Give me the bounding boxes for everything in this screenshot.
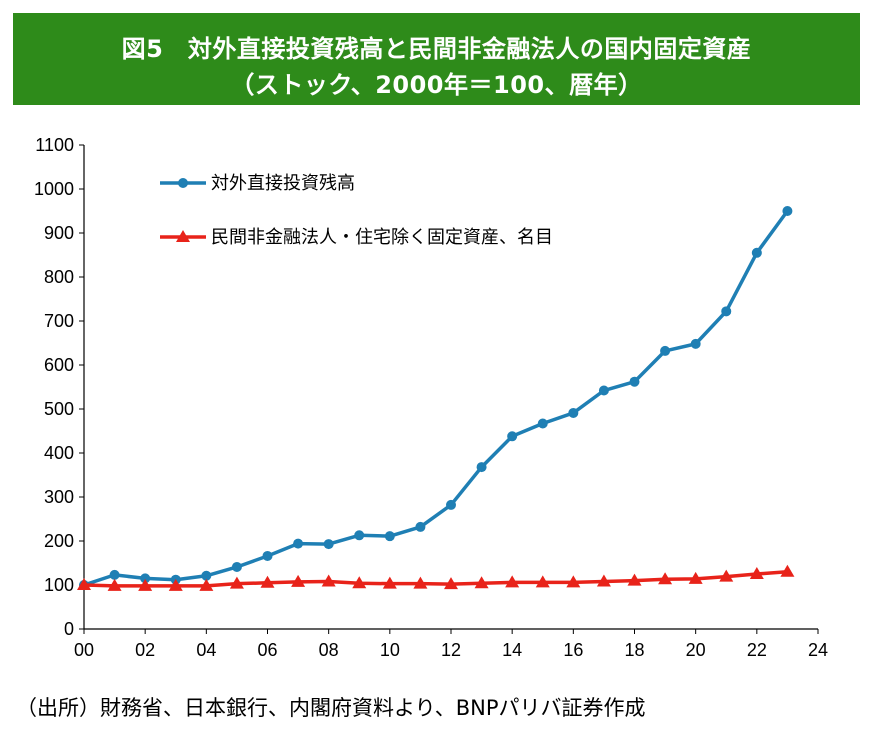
data-point [229, 576, 244, 589]
data-point [199, 578, 214, 591]
data-point [138, 578, 153, 591]
y-tick-label: 700 [44, 311, 74, 331]
y-tick-label: 1000 [34, 179, 74, 199]
source-note: （出所）財務省、日本銀行、内閣府資料より、BNPパリバ証券作成 [16, 696, 646, 720]
data-point [109, 569, 120, 580]
x-tick-label: 04 [196, 640, 216, 660]
data-point [77, 578, 91, 590]
data-point [382, 576, 397, 589]
data-point [627, 573, 642, 586]
data-point [660, 345, 671, 356]
data-point [719, 569, 734, 582]
data-point [168, 578, 183, 591]
x-tick-label: 00 [74, 640, 94, 660]
legend-marker [178, 178, 188, 188]
x-tick-label: 16 [563, 640, 583, 660]
data-point [721, 306, 732, 317]
data-point [535, 575, 550, 588]
data-point [598, 385, 609, 396]
y-tick-label: 800 [44, 267, 74, 287]
data-point [537, 418, 548, 429]
data-point [749, 567, 764, 579]
data-point [384, 531, 395, 542]
x-tick-label: 02 [135, 640, 155, 660]
y-tick-label: 900 [44, 223, 74, 243]
data-point [690, 338, 701, 349]
data-point [505, 575, 520, 588]
axes [79, 144, 819, 634]
x-tick-labels: 00 02 04 06 08 10 12 14 16 18 20 22 24 [74, 640, 828, 660]
x-tick-label: 14 [502, 640, 522, 660]
y-tick-label: 400 [44, 443, 74, 463]
data-point [231, 561, 242, 572]
legend-label: 民間非金融法人・住宅除く固定資産、名目 [211, 227, 553, 248]
data-point [596, 574, 611, 587]
x-tick-label: 08 [319, 640, 339, 660]
y-tick-label: 500 [44, 399, 74, 419]
x-tick-label: 24 [808, 640, 828, 660]
legend-marker [176, 230, 190, 242]
y-tick-label: 0 [64, 619, 74, 639]
x-tick-label: 18 [624, 640, 644, 660]
data-point [140, 573, 151, 584]
y-tick-label: 1100 [35, 135, 74, 155]
data-point [688, 571, 703, 584]
data-point [262, 550, 273, 561]
data-point [474, 576, 489, 589]
data-point [323, 539, 334, 550]
data-point [507, 431, 518, 442]
x-tick-label: 12 [441, 640, 461, 660]
y-tick-labels: 0 100 200 300 400 500 600 700 800 900 1000 1100 [34, 135, 74, 639]
data-point [629, 376, 640, 387]
data-point [413, 576, 428, 589]
series-line-2 [83, 570, 788, 588]
data-point [444, 577, 458, 590]
y-tick-label: 200 [44, 531, 74, 551]
legend-label: 対外直接投資残高 [211, 173, 355, 194]
data-point [751, 247, 762, 258]
data-point [291, 574, 306, 587]
data-point [260, 575, 275, 588]
data-point [201, 570, 212, 581]
y-tick-label: 100 [44, 575, 74, 595]
y-tick-label: 300 [44, 487, 74, 507]
x-tick-label: 10 [380, 640, 400, 660]
x-tick-label: 06 [257, 640, 277, 660]
chart-subtitle: （ストック、2000年＝100、暦年） [230, 71, 643, 99]
data-point [293, 538, 304, 549]
data-point [780, 564, 795, 577]
data-point [321, 574, 336, 587]
data-point [354, 530, 365, 541]
data-point [446, 499, 456, 510]
series-lines [77, 206, 795, 591]
y-tick-label: 600 [44, 355, 74, 375]
x-tick-label: 20 [686, 640, 706, 660]
x-tick-label: 22 [747, 640, 767, 660]
data-point [352, 576, 367, 589]
chart-title: 図5 対外直接投資残高と民間非金融法人の国内固定資産 [121, 35, 752, 63]
series-line-1 [83, 209, 789, 587]
data-point [568, 407, 579, 418]
data-point [415, 521, 426, 532]
data-point [107, 578, 122, 591]
data-point [782, 206, 793, 216]
title-banner: 図5 対外直接投資残高と民間非金融法人の国内固定資産 （ストック、2000年＝1… [13, 13, 860, 105]
data-point [476, 462, 487, 473]
data-point [566, 575, 581, 588]
data-point [658, 572, 673, 585]
